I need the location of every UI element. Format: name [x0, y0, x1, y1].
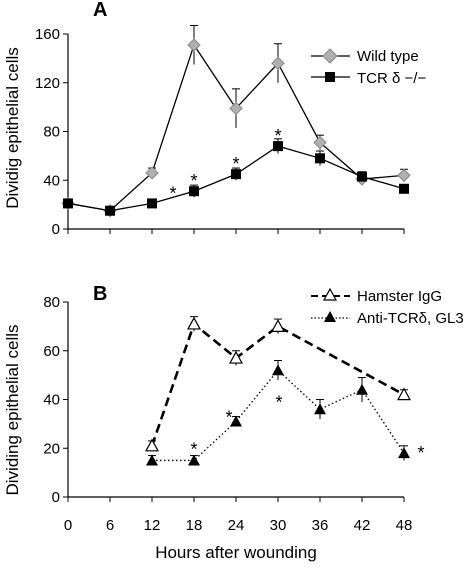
panel-b-significance-star: * [417, 443, 424, 463]
panel-b-hamster-igg-point [186, 316, 202, 330]
panel-b-anti-tcr-gl3-point [146, 454, 158, 466]
panel-a-legend: Wild type TCR δ −/− [311, 48, 426, 87]
panel-a-y-tick-label: 80 [43, 124, 60, 141]
legend-wild-type-marker [322, 48, 338, 64]
panel-b-y-tick-label: 60 [43, 343, 60, 360]
panel-a-tcr-point [399, 183, 409, 194]
panel-b-x-tick-label: 42 [354, 517, 371, 534]
legend-hamster-igg-label: Hamster IgG [357, 288, 442, 305]
panel-b-x-tick-label: 48 [396, 517, 413, 534]
panel-b-letter: B [93, 283, 107, 305]
panel-a-wild-type-point [271, 56, 285, 70]
panel-a-tcr-point [273, 141, 283, 152]
panel-a-significance-star: * [169, 183, 176, 203]
panel-a-tcr-point [231, 169, 241, 180]
panel-a-y-tick-label: 0 [52, 221, 60, 238]
legend-tcr-marker [325, 72, 335, 82]
legend-anti-tcr-label: Anti-TCRδ, GL3 [357, 310, 464, 327]
panel-b-anti-tcr-gl3-point [314, 403, 326, 415]
panel-b-plot: 0 20 40 60 80 0 6 12 18 24 30 36 42 48 * * * * [43, 294, 424, 534]
panel-b-x-tick-label: 36 [312, 517, 329, 534]
panel-b-anti-tcr-gl3-point [188, 454, 200, 466]
panel-b-hamster-igg-point [270, 319, 286, 332]
panel-a-tcr-point [315, 153, 325, 164]
panel-a-tcr-point [357, 171, 367, 182]
panel-b-x-tick-label: 24 [228, 517, 245, 534]
panel-a-wild-type-point [229, 101, 243, 116]
panel-a-y-tick-label: 40 [43, 172, 60, 189]
panel-a-tcr-point [147, 198, 157, 209]
legend-wild-type-label: Wild type [357, 48, 419, 65]
panel-b-hamster-igg-line [150, 321, 405, 447]
panel-b-anti-tcr-gl3-point [356, 383, 368, 395]
panel-b-anti-tcr-gl3-point [272, 364, 284, 376]
panel-a-plot: 0 40 80 120 160 * * * * [35, 24, 411, 238]
panel-a-wild-type-point [145, 166, 159, 180]
panel-b-legend: Hamster IgG Anti-TCRδ, GL3 [311, 287, 464, 327]
legend-hamster-igg-marker [322, 287, 338, 301]
panel-b-y-tick-label: 80 [43, 294, 60, 311]
panel-a-significance-star: * [274, 126, 281, 146]
panel-b-x-tick-label: 0 [64, 517, 72, 534]
panel-a-tcr-point [189, 186, 199, 197]
panel-b-x-tick-label: 6 [106, 517, 114, 534]
panel-b-hamster-igg-point [228, 350, 244, 364]
panel-a-tcr-point [63, 198, 73, 209]
panel-a-significance-star: * [232, 154, 239, 174]
panel-b-significance-star: * [275, 392, 282, 412]
panel-a-tcr-point [105, 205, 115, 216]
panel-a-wild-type-point [397, 168, 411, 183]
panel-b-y-tick-label: 20 [43, 440, 60, 457]
panel-b-y-tick-label: 0 [52, 489, 60, 506]
panel-a-letter: A [93, 0, 107, 21]
legend-anti-tcr-marker [324, 311, 336, 322]
panel-a-y-axis-label: Dividig epithelial cells [3, 47, 22, 209]
panel-b-y-axis-label: Dividing epithelial cells [3, 324, 22, 495]
panel-b-significance-star: * [190, 439, 197, 459]
panel-a-y-tick-label: 120 [35, 75, 60, 92]
panel-b-x-tick-label: 30 [270, 517, 287, 534]
panel-a-wild-type-point [313, 135, 327, 150]
panel-a-y-tick-label: 160 [35, 26, 60, 43]
panel-b-hamster-igg-point [144, 438, 160, 452]
panel-b-y-tick-label: 40 [43, 392, 60, 409]
panel-b-anti-tcr-gl3-point [398, 447, 410, 459]
panel-a-significance-star: * [190, 171, 197, 191]
panel-b-anti-tcr-gl3-point [230, 415, 242, 427]
legend-tcr-label: TCR δ −/− [357, 70, 426, 87]
panel-b-x-tick-label: 18 [186, 517, 203, 534]
panel-b-hamster-igg-point [396, 387, 412, 401]
panel-b-x-tick-label: 12 [144, 517, 161, 534]
panel-a-wild-type-point [187, 38, 201, 52]
panel-b-significance-star: * [225, 407, 232, 427]
x-axis-label: Hours after wounding [155, 543, 317, 562]
